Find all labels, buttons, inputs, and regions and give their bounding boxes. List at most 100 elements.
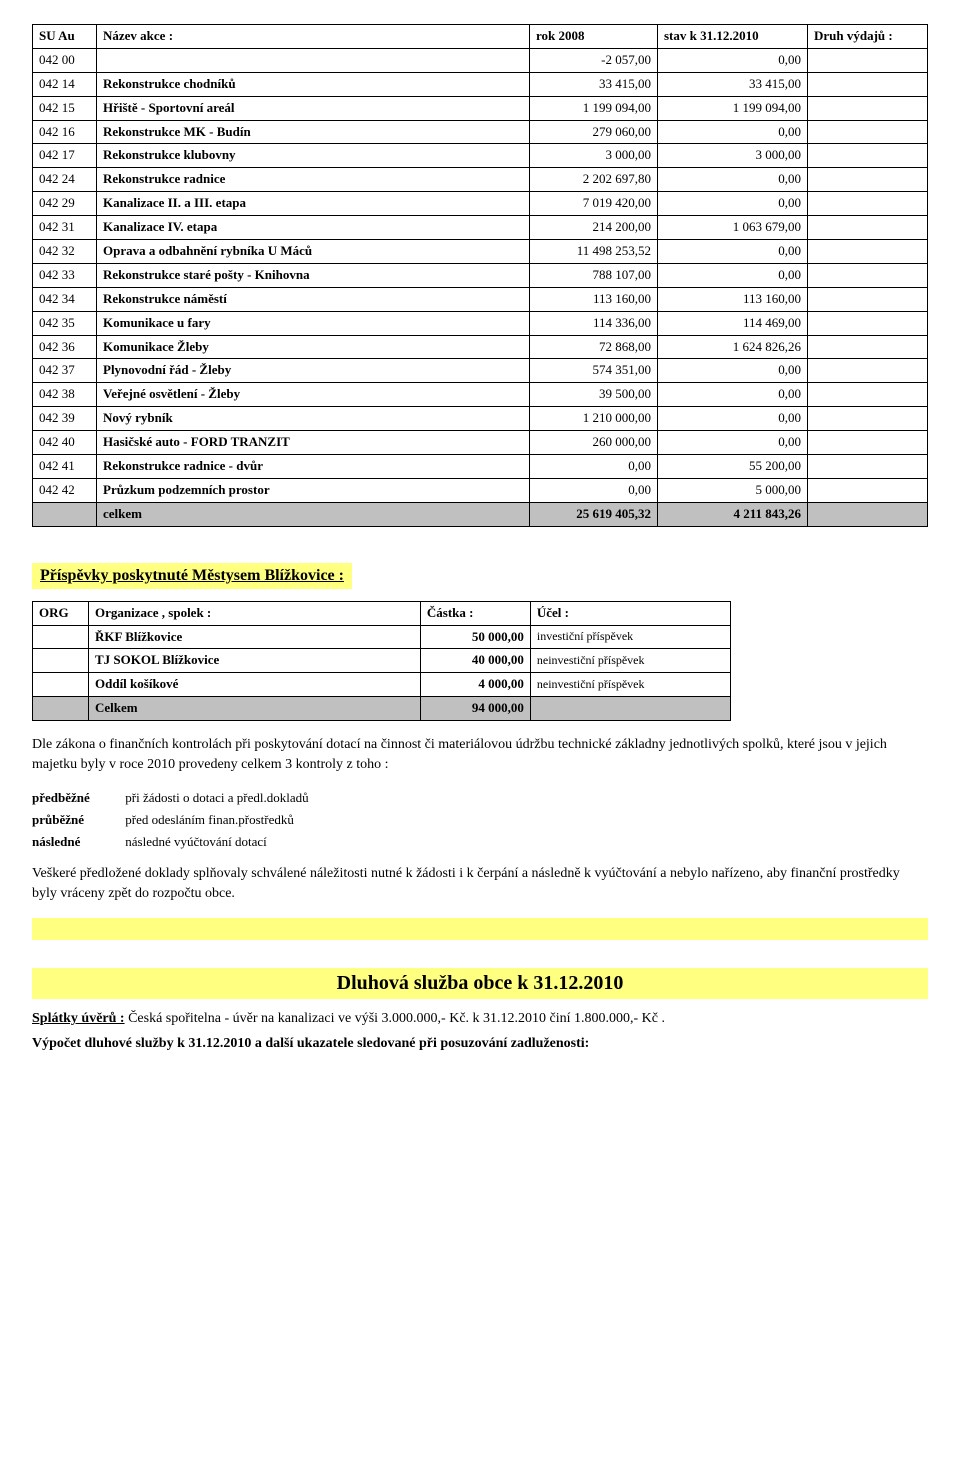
cell-type bbox=[808, 431, 928, 455]
cell-2008: 1 210 000,00 bbox=[530, 407, 658, 431]
cell-organization: TJ SOKOL Blížkovice bbox=[89, 649, 421, 673]
cell-code: 042 38 bbox=[33, 383, 97, 407]
table-row: 042 36Komunikace Žleby72 868,001 624 826… bbox=[33, 335, 928, 359]
cell-purpose: neinvestiční příspěvek bbox=[530, 673, 730, 697]
col-state: stav k 31.12.2010 bbox=[658, 25, 808, 49]
debt-line1-rest: Česká spořitelna - úvěr na kanalizaci ve… bbox=[125, 1011, 665, 1026]
table-row: 042 33Rekonstrukce staré pošty - Knihovn… bbox=[33, 263, 928, 287]
cell-name: Průzkum podzemních prostor bbox=[97, 478, 530, 502]
cell-2008: 0,00 bbox=[530, 455, 658, 479]
cell-amount: 4 000,00 bbox=[420, 673, 530, 697]
cell-type bbox=[808, 478, 928, 502]
cell-state: 1 624 826,26 bbox=[658, 335, 808, 359]
cell-2008: 0,00 bbox=[530, 478, 658, 502]
contributions-table: ORG Organizace , spolek : Částka : Účel … bbox=[32, 601, 731, 721]
col-organization: Organizace , spolek : bbox=[89, 601, 421, 625]
cell-purpose: investiční příspěvek bbox=[530, 625, 730, 649]
col-org: ORG bbox=[33, 601, 89, 625]
cell-code: 042 37 bbox=[33, 359, 97, 383]
cell-amount: 40 000,00 bbox=[420, 649, 530, 673]
cell-code: 042 32 bbox=[33, 240, 97, 264]
total-state: 4 211 843,26 bbox=[658, 502, 808, 526]
cell-type bbox=[808, 240, 928, 264]
cell-name: Rekonstrukce MK - Budín bbox=[97, 120, 530, 144]
cell-2008: 39 500,00 bbox=[530, 383, 658, 407]
cell-name: Rekonstrukce náměstí bbox=[97, 287, 530, 311]
cell-2008: 788 107,00 bbox=[530, 263, 658, 287]
table-row: Oddíl košíkové4 000,00neinvestiční přísp… bbox=[33, 673, 731, 697]
contrib-header: ORG Organizace , spolek : Částka : Účel … bbox=[33, 601, 731, 625]
cell-code: 042 29 bbox=[33, 192, 97, 216]
cell-state: 0,00 bbox=[658, 192, 808, 216]
cell-code: 042 14 bbox=[33, 72, 97, 96]
cell-type bbox=[808, 287, 928, 311]
cell-org bbox=[33, 673, 89, 697]
cell-state: 0,00 bbox=[658, 431, 808, 455]
check-prubezne: průběžné před odesláním finan.přostředků bbox=[32, 812, 928, 828]
cell-2008: 279 060,00 bbox=[530, 120, 658, 144]
check-nasledne: následné následné vyúčtování dotací bbox=[32, 834, 928, 850]
cell-code: 042 41 bbox=[33, 455, 97, 479]
cell-2008: 33 415,00 bbox=[530, 72, 658, 96]
contrib-total-label: Celkem bbox=[89, 697, 421, 721]
cell-code: 042 36 bbox=[33, 335, 97, 359]
cell-state: 113 160,00 bbox=[658, 287, 808, 311]
table-row: 042 29Kanalizace II. a III. etapa7 019 4… bbox=[33, 192, 928, 216]
cell-state: 5 000,00 bbox=[658, 478, 808, 502]
actions-table: SU Au Název akce : rok 2008 stav k 31.12… bbox=[32, 24, 928, 527]
cell-name: Komunikace u fary bbox=[97, 311, 530, 335]
cell-2008: 114 336,00 bbox=[530, 311, 658, 335]
table-row: 042 35Komunikace u fary114 336,00114 469… bbox=[33, 311, 928, 335]
predbezne-label: předběžné bbox=[32, 790, 122, 806]
table-row: 042 32Oprava a odbahnění rybníka U Máců1… bbox=[33, 240, 928, 264]
cell-type bbox=[808, 311, 928, 335]
table-row: 042 00-2 057,000,00 bbox=[33, 48, 928, 72]
total-2008: 25 619 405,32 bbox=[530, 502, 658, 526]
cell-state: 1 199 094,00 bbox=[658, 96, 808, 120]
debt-service-title: Dluhová služba obce k 31.12.2010 bbox=[32, 968, 928, 999]
nasledne-label: následné bbox=[32, 834, 122, 850]
table-row: 042 24Rekonstrukce radnice2 202 697,800,… bbox=[33, 168, 928, 192]
col-name: Název akce : bbox=[97, 25, 530, 49]
cell-2008: 260 000,00 bbox=[530, 431, 658, 455]
cell-2008: 3 000,00 bbox=[530, 144, 658, 168]
cell-code: 042 34 bbox=[33, 287, 97, 311]
check-predbezne: předběžné při žádosti o dotaci a předl.d… bbox=[32, 790, 928, 806]
table-row: 042 31Kanalizace IV. etapa214 200,001 06… bbox=[33, 216, 928, 240]
cell-type bbox=[808, 192, 928, 216]
cell-name: Rekonstrukce radnice bbox=[97, 168, 530, 192]
cell-state: 3 000,00 bbox=[658, 144, 808, 168]
table-row: 042 16Rekonstrukce MK - Budín279 060,000… bbox=[33, 120, 928, 144]
cell-name: Rekonstrukce klubovny bbox=[97, 144, 530, 168]
cell-name: Veřejné osvětlení - Žleby bbox=[97, 383, 530, 407]
cell-type bbox=[808, 120, 928, 144]
cell-organization: Oddíl košíkové bbox=[89, 673, 421, 697]
predbezne-desc: při žádosti o dotaci a předl.dokladů bbox=[125, 790, 308, 805]
col-type: Druh výdajů : bbox=[808, 25, 928, 49]
cell-type bbox=[808, 359, 928, 383]
total-label: celkem bbox=[97, 502, 530, 526]
table-row: 042 17Rekonstrukce klubovny3 000,003 000… bbox=[33, 144, 928, 168]
table-row: 042 34Rekonstrukce náměstí113 160,00113 … bbox=[33, 287, 928, 311]
debt-line1-label: Splátky úvěrů : bbox=[32, 1011, 125, 1026]
cell-purpose: neinvestiční příspěvek bbox=[530, 649, 730, 673]
cell-name: Komunikace Žleby bbox=[97, 335, 530, 359]
cell-state: 0,00 bbox=[658, 263, 808, 287]
cell-name: Plynovodní řád - Žleby bbox=[97, 359, 530, 383]
cell-code: 042 15 bbox=[33, 96, 97, 120]
cell-state: 0,00 bbox=[658, 48, 808, 72]
actions-table-header: SU Au Název akce : rok 2008 stav k 31.12… bbox=[33, 25, 928, 49]
table-row: 042 39Nový rybník1 210 000,000,00 bbox=[33, 407, 928, 431]
cell-code: 042 39 bbox=[33, 407, 97, 431]
cell-code: 042 24 bbox=[33, 168, 97, 192]
cell-code: 042 31 bbox=[33, 216, 97, 240]
table-row: 042 42Průzkum podzemních prostor0,005 00… bbox=[33, 478, 928, 502]
cell-type bbox=[808, 96, 928, 120]
cell-state: 114 469,00 bbox=[658, 311, 808, 335]
cell-state: 0,00 bbox=[658, 240, 808, 264]
cell-2008: 11 498 253,52 bbox=[530, 240, 658, 264]
table-row: 042 14Rekonstrukce chodníků33 415,0033 4… bbox=[33, 72, 928, 96]
cell-code: 042 17 bbox=[33, 144, 97, 168]
cell-state: 0,00 bbox=[658, 383, 808, 407]
cell-state: 0,00 bbox=[658, 359, 808, 383]
